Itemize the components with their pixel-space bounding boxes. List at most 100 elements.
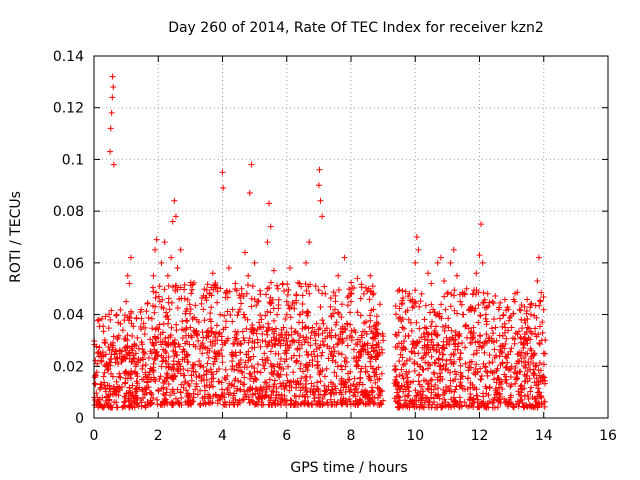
density-point xyxy=(528,300,535,307)
density-point xyxy=(262,312,269,319)
density-point xyxy=(188,290,195,297)
density-point xyxy=(286,305,293,312)
density-point xyxy=(344,294,351,301)
density-point xyxy=(309,357,316,364)
density-point xyxy=(478,402,485,409)
data-point xyxy=(482,311,489,318)
density-point xyxy=(251,369,258,376)
data-point xyxy=(498,342,505,349)
density-point xyxy=(168,402,175,409)
density-point xyxy=(395,340,402,347)
data-point xyxy=(127,254,134,261)
density-point xyxy=(322,373,329,380)
density-point xyxy=(121,345,128,352)
density-point xyxy=(315,287,322,294)
density-point xyxy=(362,363,369,370)
density-point xyxy=(470,324,477,331)
density-point xyxy=(250,378,257,385)
density-point xyxy=(293,292,300,299)
density-point xyxy=(317,378,324,385)
density-point xyxy=(292,393,299,400)
density-point xyxy=(150,340,157,347)
density-point xyxy=(316,397,323,404)
density-point xyxy=(201,393,208,400)
density-point xyxy=(265,320,272,327)
density-point xyxy=(419,344,426,351)
density-point xyxy=(183,351,190,358)
density-point xyxy=(223,287,230,294)
density-point xyxy=(440,338,447,345)
density-point xyxy=(432,331,439,338)
density-point xyxy=(374,394,381,401)
density-point xyxy=(168,324,175,331)
density-point xyxy=(132,363,139,370)
density-point xyxy=(167,392,174,399)
density-point xyxy=(522,364,529,371)
density-point xyxy=(416,303,423,310)
density-point xyxy=(522,359,529,366)
y-axis-label: ROTI / TECUs xyxy=(8,191,24,283)
density-point xyxy=(299,300,306,307)
density-point xyxy=(166,306,173,313)
density-point xyxy=(277,380,284,387)
density-point xyxy=(480,300,487,307)
density-point xyxy=(139,362,146,369)
density-point xyxy=(486,299,493,306)
density-point xyxy=(428,404,435,411)
x-axis-label: GPS time / hours xyxy=(290,460,407,476)
density-point xyxy=(274,285,281,292)
density-point xyxy=(314,352,321,359)
density-point xyxy=(512,364,519,371)
density-point xyxy=(277,355,284,362)
density-point xyxy=(214,400,221,407)
density-point xyxy=(440,386,447,393)
density-point xyxy=(439,323,446,330)
density-point xyxy=(153,396,160,403)
density-point xyxy=(412,287,419,294)
density-point xyxy=(219,386,226,393)
density-point xyxy=(132,388,139,395)
density-point xyxy=(494,375,501,382)
density-point xyxy=(492,385,499,392)
density-point xyxy=(499,359,506,366)
density-point xyxy=(393,389,400,396)
density-point xyxy=(489,370,496,377)
density-point xyxy=(275,305,282,312)
density-point xyxy=(536,341,543,348)
density-point xyxy=(433,323,440,330)
density-point xyxy=(450,341,457,348)
density-point xyxy=(395,329,402,336)
density-point xyxy=(402,333,409,340)
data-point xyxy=(354,275,361,282)
density-point xyxy=(165,380,172,387)
density-point xyxy=(542,337,549,344)
data-point xyxy=(360,290,367,297)
density-point xyxy=(437,373,444,380)
density-point xyxy=(106,403,113,410)
density-point xyxy=(434,385,441,392)
data-point xyxy=(184,352,191,359)
density-point xyxy=(134,373,141,380)
density-point xyxy=(131,342,138,349)
data-point xyxy=(140,376,147,383)
density-point xyxy=(229,349,236,356)
density-point xyxy=(364,391,371,398)
density-point xyxy=(474,404,481,411)
density-point xyxy=(288,378,295,385)
density-point xyxy=(369,388,376,395)
density-point xyxy=(358,281,365,288)
density-point xyxy=(282,331,289,338)
density-point xyxy=(303,387,310,394)
density-point xyxy=(402,397,409,404)
density-point xyxy=(338,391,345,398)
density-point xyxy=(124,332,131,339)
density-point xyxy=(338,351,345,358)
density-point xyxy=(431,327,438,334)
density-point xyxy=(193,380,200,387)
density-point xyxy=(490,300,497,307)
density-point xyxy=(255,297,262,304)
density-point xyxy=(428,339,435,346)
density-point xyxy=(445,315,452,322)
density-point xyxy=(400,388,407,395)
